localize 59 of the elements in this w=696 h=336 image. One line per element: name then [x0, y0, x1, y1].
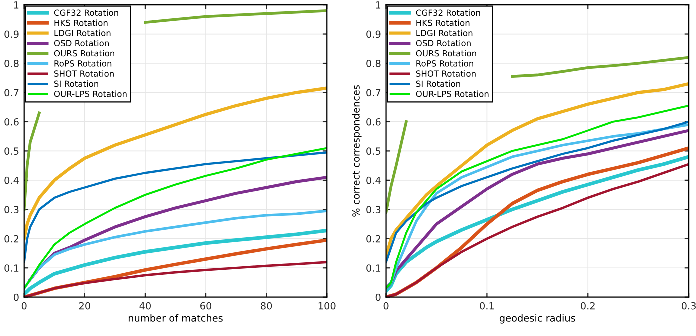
x-tick-label: 0 — [22, 302, 27, 310]
y-tick-label: 0.4 — [366, 176, 381, 184]
x-axis-title: number of matches — [128, 314, 223, 322]
y-tick-label: 0 — [14, 294, 19, 302]
legend-label: OUR-LPS Rotation — [54, 90, 127, 98]
x-tick-label: 0.3 — [682, 302, 696, 310]
y-tick-label: 0.7 — [366, 89, 381, 97]
x-tick-label: 80 — [261, 302, 272, 310]
legend-label: OUR-LPS Rotation — [416, 90, 489, 98]
y-tick-label: 0.4 — [4, 176, 19, 184]
x-axis-title: geodesic radius — [500, 314, 576, 324]
legend-label: LDGI Rotation — [416, 30, 473, 36]
y-tick-label: 0.1 — [4, 264, 19, 272]
legend-label: CGF32 Rotation — [416, 10, 480, 16]
y-tick-label: 1 — [376, 2, 381, 9]
y-tick-label: 0.6 — [366, 118, 381, 126]
legend-label: RoPS Rotation — [416, 60, 474, 67]
line-series — [24, 210, 328, 290]
legend-label: SHOT Rotation — [54, 70, 114, 77]
y-tick-label: 0.8 — [4, 60, 19, 68]
legend-label: SI Rotation — [54, 80, 98, 88]
legend-label: CGF32 Rotation — [54, 10, 118, 16]
y-tick-label: 0.9 — [4, 30, 19, 38]
x-tick-label: 20 — [79, 302, 90, 310]
x-tick-label: 0 — [384, 302, 389, 310]
line-series — [24, 147, 328, 290]
legend-label: LDGI Rotation — [54, 30, 111, 36]
y-tick-label: 0.5 — [4, 148, 19, 156]
y-tick-label: 0.6 — [4, 118, 19, 126]
legend-label: OURS Rotation — [416, 50, 476, 57]
legend-label: OSD Rotation — [54, 40, 109, 47]
y-axis-title: % correct correspondences — [352, 85, 362, 217]
line-series — [386, 120, 690, 264]
y-tick-label: 0.5 — [366, 148, 381, 156]
y-tick-label: 0.8 — [366, 60, 381, 68]
y-tick-label: 0.9 — [366, 30, 381, 38]
y-tick-label: 0.3 — [366, 206, 381, 214]
legend-label: SI Rotation — [416, 80, 460, 88]
y-tick-label: 1 — [14, 2, 19, 9]
y-tick-label: 0.2 — [4, 235, 19, 243]
legend-label: HKS Rotation — [54, 20, 108, 26]
line-series — [24, 86, 328, 240]
y-tick-label: 0.7 — [4, 89, 19, 97]
y-tick-label: 0 — [376, 294, 381, 302]
line-series — [386, 82, 690, 258]
x-tick-label: 0.2 — [581, 302, 595, 310]
x-tick-label: 60 — [200, 302, 212, 310]
line-series — [24, 152, 328, 264]
legend-label: OSD Rotation — [416, 40, 471, 47]
legend-label: OURS Rotation — [54, 50, 114, 57]
legend-label: HKS Rotation — [416, 20, 470, 26]
x-tick-label: 40 — [140, 302, 152, 310]
x-tick-label: 100 — [318, 302, 336, 310]
y-tick-label: 0.3 — [4, 206, 19, 214]
y-tick-label: 0.1 — [366, 264, 381, 272]
x-tick-label: 0.1 — [480, 302, 494, 310]
legend-label: RoPS Rotation — [54, 60, 112, 67]
legend-label: SHOT Rotation — [416, 70, 476, 77]
y-tick-label: 0.2 — [366, 235, 380, 243]
